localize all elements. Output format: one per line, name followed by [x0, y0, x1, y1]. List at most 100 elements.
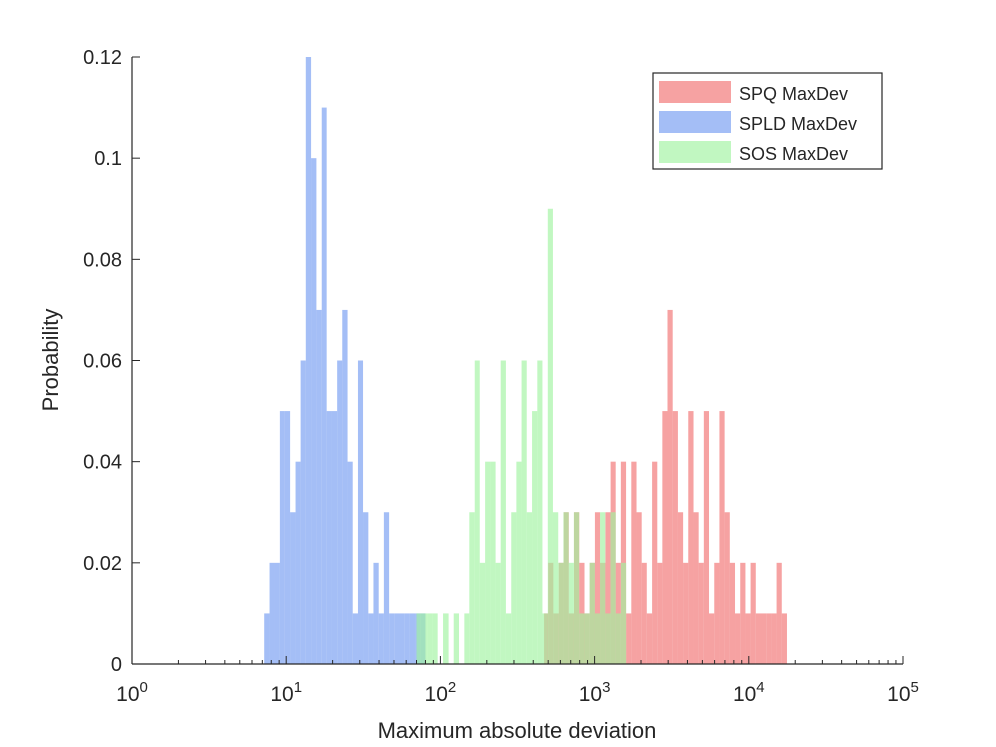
legend-label-spq: SPQ MaxDev — [739, 84, 848, 104]
bar-0-10 — [594, 512, 601, 664]
bar-2-35 — [615, 613, 621, 664]
bar-1-3 — [279, 411, 285, 664]
bar-0-44 — [771, 613, 777, 664]
bar-1-7 — [300, 360, 306, 664]
legend-label-spld: SPLD MaxDev — [739, 114, 857, 134]
bar-2-20 — [537, 360, 543, 664]
bar-1-19 — [363, 512, 369, 664]
bar-1-13 — [331, 411, 338, 664]
bar-1-27 — [404, 613, 410, 664]
bar-2-9 — [479, 562, 486, 664]
bar-1-18 — [357, 360, 364, 664]
bar-0-41 — [755, 613, 762, 664]
x-tick-label-3: 103 — [579, 679, 611, 706]
ticks-layer — [131, 56, 904, 665]
bar-2-1 — [422, 613, 428, 664]
bar-2-25 — [563, 512, 569, 664]
bar-0-25 — [672, 411, 678, 664]
bar-2-11 — [490, 461, 496, 664]
x-axis-label: Maximum absolute deviation — [378, 718, 657, 743]
bar-2-5 — [453, 613, 459, 664]
bar-2-10 — [485, 461, 491, 664]
bar-0-7 — [579, 562, 585, 664]
bar-1-11 — [321, 107, 327, 664]
x-tick-label-4: 104 — [733, 679, 765, 706]
legend-label-sos: SOS MaxDev — [739, 144, 848, 164]
bar-2-2 — [427, 613, 433, 664]
bar-0-37 — [735, 613, 741, 664]
bar-2-8 — [474, 360, 480, 664]
bar-1-28 — [409, 613, 416, 664]
bar-2-30 — [589, 562, 595, 664]
bar-2-26 — [568, 562, 574, 664]
bar-0-43 — [766, 613, 772, 664]
legend-swatch-spld — [659, 111, 731, 133]
bar-1-2 — [274, 562, 280, 664]
y-axis-label: Probability — [38, 309, 63, 412]
bar-2-19 — [532, 411, 538, 664]
bar-0-36 — [729, 562, 736, 664]
y-tick-label-0: 0 — [111, 654, 122, 676]
bar-1-22 — [378, 613, 384, 664]
bar-2-28 — [579, 613, 585, 664]
bar-0-42 — [761, 613, 767, 664]
bar-0-40 — [750, 562, 756, 664]
bar-1-15 — [342, 309, 348, 664]
bar-0-46 — [781, 613, 787, 664]
bar-2-16 — [516, 461, 522, 664]
x-tick-label-0: 100 — [116, 679, 148, 706]
y-tick-label-5: 0.1 — [94, 148, 122, 170]
bar-0-31 — [703, 411, 710, 664]
bar-0-26 — [677, 512, 684, 664]
bar-2-18 — [526, 512, 533, 664]
bar-0-12 — [605, 512, 611, 664]
y-tick-label-3: 0.06 — [83, 351, 122, 373]
y-tick-label-2: 0.04 — [83, 452, 122, 474]
bar-2-23 — [552, 512, 559, 664]
bar-2-0 — [416, 613, 423, 664]
bar-2-32 — [600, 512, 606, 664]
bars-layer — [264, 57, 787, 665]
bar-1-23 — [383, 512, 390, 664]
x-tick-label-1: 101 — [270, 679, 302, 706]
bar-0-21 — [652, 461, 658, 664]
bar-0-28 — [688, 411, 694, 664]
bar-0-24 — [667, 309, 673, 664]
bar-1-26 — [399, 613, 405, 664]
legend-swatch-spq — [659, 81, 731, 103]
bar-1-8 — [305, 57, 312, 664]
bar-1-21 — [373, 562, 379, 664]
bar-2-3 — [432, 613, 438, 664]
bar-1-20 — [368, 613, 374, 664]
bar-0-30 — [698, 562, 704, 664]
bar-1-1 — [269, 562, 275, 664]
bar-1-16 — [347, 461, 353, 664]
bar-0-35 — [724, 512, 730, 664]
bar-2-4 — [443, 613, 449, 664]
bar-0-22 — [657, 562, 663, 664]
bar-1-9 — [311, 158, 317, 665]
x-tick-label-5: 105 — [887, 679, 919, 706]
bar-0-14 — [615, 562, 621, 664]
bar-2-22 — [547, 208, 553, 664]
bar-2-15 — [511, 512, 517, 664]
bar-1-0 — [264, 613, 270, 664]
bar-1-12 — [326, 411, 332, 664]
bar-0-27 — [683, 562, 689, 664]
x-tick-label-2: 102 — [425, 679, 457, 706]
bar-2-21 — [542, 613, 548, 664]
bar-0-34 — [719, 411, 725, 664]
bar-2-13 — [500, 360, 506, 664]
bar-1-5 — [290, 512, 296, 664]
bar-2-12 — [495, 562, 501, 664]
bar-1-6 — [295, 461, 301, 664]
bar-0-23 — [662, 411, 668, 664]
bar-0-45 — [776, 562, 782, 664]
bar-2-29 — [584, 613, 590, 664]
bar-0-33 — [714, 562, 720, 664]
legend-swatch-sos — [659, 141, 731, 163]
bar-1-14 — [337, 360, 343, 664]
bar-1-4 — [284, 411, 291, 664]
bar-0-18 — [636, 512, 642, 664]
